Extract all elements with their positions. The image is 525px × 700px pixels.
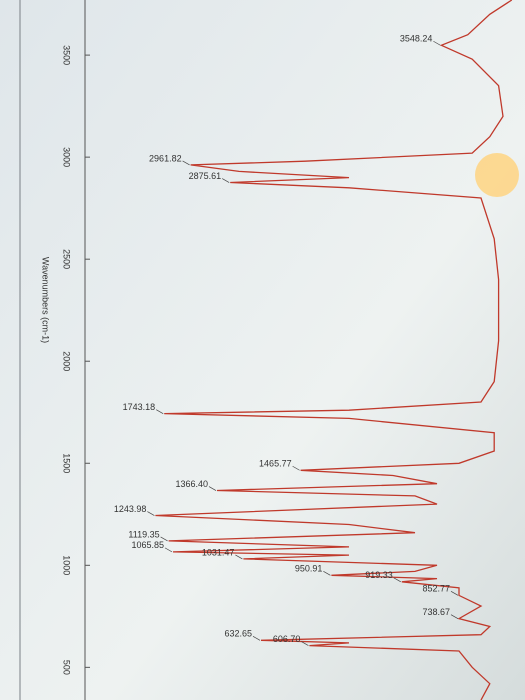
peak-label: 1031.47 [202,547,235,557]
peak-label: 1119.35 [128,529,159,539]
peak-leader [433,40,441,46]
x-tick-label: 2000 [62,351,72,371]
spectrum-line [155,0,513,700]
x-tick-label: 500 [62,660,72,675]
peak-label: 852.77 [422,584,450,594]
peak-leader [301,641,309,646]
peak-leader [323,571,331,576]
peak-label: 919.33 [365,570,393,580]
peak-leader [182,160,190,166]
x-tick-label: 1500 [62,453,72,473]
peak-label: 738.67 [422,607,450,617]
peak-leader [208,486,217,491]
peak-label: 3548.24 [400,34,433,44]
peak-leader [393,577,401,583]
x-tick-label: 2500 [62,249,72,269]
peak-leader [160,536,168,542]
peak-leader [252,635,261,641]
peak-label: 2875.61 [189,171,222,181]
peak-label: 2961.82 [149,153,182,163]
peak-label: 1465.77 [259,459,292,469]
peak-label: 1366.40 [175,479,208,489]
glare [475,153,519,197]
peak-leader [292,465,300,471]
peak-label: 1243.98 [114,504,147,514]
peak-leader [235,554,243,560]
peak-leader [147,511,155,516]
peak-label: 1065.85 [131,540,164,550]
peak-leader [450,591,459,596]
peak-leader [164,547,173,553]
peak-label: 606.70 [273,634,301,644]
x-axis-label: Wavenumbers (cm-1) [41,257,51,343]
peak-leader [156,409,164,414]
peak-label: 950.91 [295,564,323,574]
x-tick-label: 3000 [62,147,72,167]
peak-leader [222,178,230,183]
peak-label: 1743.18 [123,402,156,412]
x-tick-label: 1000 [62,555,72,575]
peak-leader [450,614,459,619]
x-tick-label: 3500 [62,45,72,65]
peak-label: 632.65 [224,629,252,639]
